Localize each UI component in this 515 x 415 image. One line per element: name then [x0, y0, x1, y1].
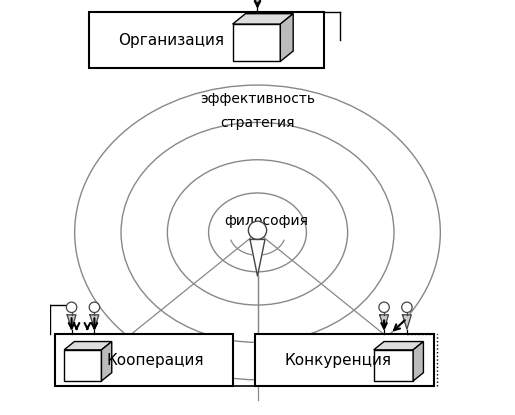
Circle shape	[379, 302, 389, 312]
Text: Организация: Организация	[118, 33, 225, 48]
Circle shape	[248, 221, 267, 239]
Polygon shape	[413, 342, 423, 381]
Polygon shape	[250, 239, 265, 276]
Polygon shape	[374, 342, 423, 350]
Circle shape	[89, 302, 99, 312]
Polygon shape	[280, 14, 293, 61]
Circle shape	[66, 302, 77, 312]
Polygon shape	[252, 0, 263, 7]
FancyBboxPatch shape	[90, 12, 324, 68]
Text: Кооперация: Кооперация	[107, 352, 204, 368]
Text: стратегия: стратегия	[220, 116, 295, 130]
Polygon shape	[67, 315, 76, 329]
Polygon shape	[64, 342, 112, 350]
Text: философия: философия	[224, 214, 308, 227]
Polygon shape	[101, 342, 112, 381]
Polygon shape	[64, 350, 101, 381]
FancyBboxPatch shape	[55, 334, 233, 386]
Polygon shape	[233, 14, 293, 24]
Polygon shape	[233, 24, 280, 61]
Polygon shape	[374, 350, 413, 381]
Polygon shape	[380, 315, 388, 329]
Text: эффективность: эффективность	[200, 92, 315, 105]
FancyBboxPatch shape	[255, 334, 434, 386]
Polygon shape	[403, 315, 411, 329]
Text: Конкуренция: Конкуренция	[284, 352, 391, 368]
Polygon shape	[90, 315, 99, 329]
Circle shape	[402, 302, 412, 312]
